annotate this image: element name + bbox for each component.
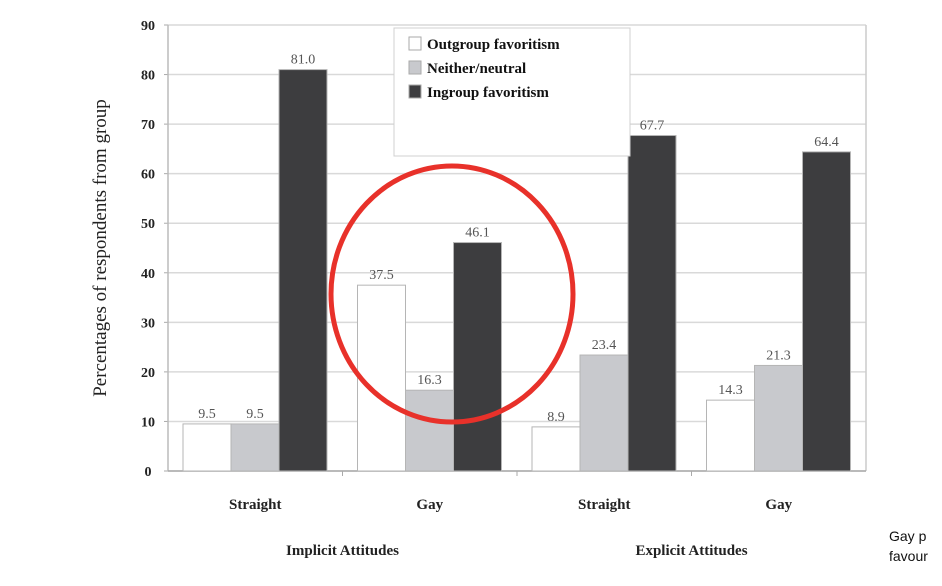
legend-label: Neither/neutral [427, 61, 526, 77]
bar-value-label: 9.5 [198, 407, 216, 422]
legend-swatch [408, 60, 422, 75]
y-tick-label: 80 [141, 69, 155, 84]
x-group-label: Implicit Attitudes [286, 543, 399, 559]
bar-value-label: 37.5 [369, 268, 394, 283]
legend-label: Outgroup favoritism [427, 37, 560, 53]
bar [405, 389, 454, 472]
y-tick-label: 40 [141, 267, 155, 282]
side-note-line-1: Gay p [889, 528, 927, 544]
x-category-label: Straight [229, 497, 282, 513]
y-axis-ticks: 0 10 20 30 40 50 60 70 80 90 [141, 19, 155, 480]
y-tick-label: 30 [141, 316, 155, 331]
y-tick-label: 70 [141, 118, 155, 133]
bar-value-label: 81.0 [291, 53, 316, 68]
bar-value-label: 46.1 [465, 226, 490, 241]
y-tick-label: 0 [145, 465, 152, 480]
x-category-label: Gay [416, 497, 443, 513]
bar [531, 426, 581, 472]
bar [357, 284, 406, 472]
bar [579, 354, 629, 472]
bar [802, 151, 851, 472]
bar-value-label: 8.9 [547, 410, 565, 425]
bar-value-label: 64.4 [814, 135, 839, 150]
y-tick-label: 20 [141, 366, 155, 381]
x-category-label: Straight [578, 497, 631, 513]
legend-swatch [408, 36, 422, 51]
y-axis-label: Percentages of respondents from group [90, 99, 111, 397]
y-tick-label: 60 [141, 168, 155, 183]
x-axis-group-labels: Implicit Attitudes Explicit Attitudes [286, 543, 748, 559]
bar-value-label: 23.4 [592, 338, 617, 353]
bar [453, 242, 502, 472]
bar-value-label: 16.3 [417, 373, 442, 388]
x-axis-category-labels: Straight Gay Straight Gay [229, 497, 793, 513]
bar [278, 69, 328, 472]
bar [706, 399, 755, 472]
legend-label: Ingroup favoritism [427, 85, 549, 101]
bar-value-label: 14.3 [718, 383, 743, 398]
bar [754, 364, 803, 472]
y-tick-label: 50 [141, 217, 155, 232]
x-category-label: Gay [765, 497, 792, 513]
bar [627, 135, 677, 472]
bar-value-label: 21.3 [766, 348, 791, 363]
bar-series: 9.5 9.5 81.0 37.5 16.3 46.1 8.9 23.4 67.7 14.3 21.… [182, 53, 851, 472]
y-tick-label: 90 [141, 19, 155, 34]
bar-value-label: 9.5 [246, 407, 264, 422]
bar-value-label: 67.7 [640, 119, 665, 134]
bar [230, 423, 280, 472]
side-note-text: Gay p favour [889, 526, 942, 566]
side-note-line-2: favour [889, 548, 928, 564]
highlight-circle-annotation [328, 163, 576, 425]
legend: Outgroup favoritism Neither/neutral Ingrou… [393, 27, 631, 157]
x-group-label: Explicit Attitudes [635, 543, 747, 559]
bar [182, 423, 232, 472]
legend-swatch [408, 84, 422, 99]
y-tick-label: 10 [141, 415, 155, 430]
